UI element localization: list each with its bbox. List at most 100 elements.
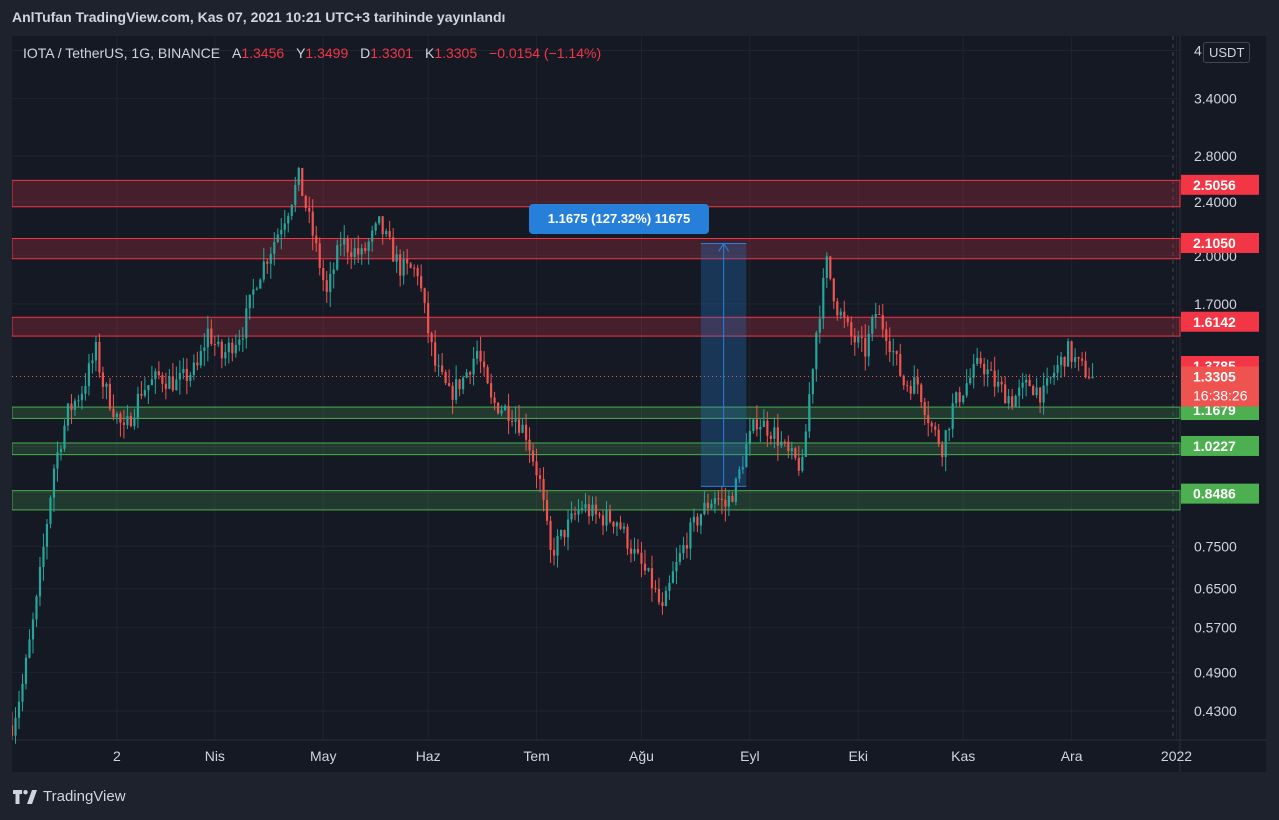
candle-body [622,526,626,529]
candle-body [577,509,580,515]
candle-body [874,313,877,318]
candle [161,372,164,393]
candle [766,411,769,448]
resistance-zone [12,316,1181,337]
candle [119,411,122,437]
candle [535,448,538,489]
candle [1032,384,1035,396]
candle [930,420,933,433]
candle-body [556,536,559,556]
candle [399,249,402,287]
candle [503,404,507,411]
time-tick-label: Kas [951,748,975,764]
candle-body [808,394,811,432]
price-chart[interactable]: 43.40002.80002.40002.00001.70001.05000.9… [12,36,1266,772]
candle-body [98,342,101,373]
candle-body [199,351,202,366]
price-tick-label: 0.4300 [1194,703,1237,719]
candle-body [664,590,668,607]
candle-body [892,351,895,353]
candle-body [192,362,195,376]
candle [357,235,360,264]
candle-body [738,469,741,479]
candle [976,347,979,367]
candle-body [252,289,255,295]
candle [108,377,112,412]
candle [287,212,290,233]
candle-body [297,167,300,186]
candle-body [315,235,318,244]
candle-body [203,347,206,352]
candle [703,490,706,516]
candle-body [545,499,549,521]
candle [294,176,297,213]
candle-body [608,510,612,522]
time-tick-label: Haz [416,748,441,764]
candle-body [378,216,381,224]
candle-body [406,259,409,264]
candle [720,485,723,515]
candle [136,386,139,429]
candle-body [122,422,126,425]
candle [70,394,73,424]
candle [1014,394,1017,408]
candle [839,308,842,320]
candle-body [255,288,258,290]
currency-button[interactable]: USDT [1203,42,1251,63]
candle-body [528,439,531,451]
candle [724,487,727,522]
candle-body [1025,379,1028,383]
candle-body [287,215,290,224]
candle [668,575,671,601]
candle-body [220,341,223,359]
candle [42,533,45,581]
candle [189,371,192,387]
candle-body [80,393,84,401]
candle [591,496,594,521]
candle [192,354,195,381]
candle [934,422,937,437]
candle-body [248,294,251,309]
candle-body [77,400,80,402]
candle-body [612,521,615,527]
candle-body [21,683,24,702]
candle-body [112,408,115,417]
candle-body [909,386,912,394]
candle-body [280,229,283,235]
candle-body [49,497,52,524]
candle [262,247,265,283]
candle-body [1007,396,1010,404]
candle-body [601,515,605,526]
candle-body [825,256,828,278]
candle-body [329,273,332,292]
tradingview-brand[interactable]: TradingView [13,788,126,805]
candle-body [916,377,919,385]
candle [864,323,867,371]
candle [913,365,916,395]
candle-body [129,416,132,427]
candle-body [766,420,769,436]
candle [423,287,426,314]
candle-body [395,254,398,262]
candle-body [724,499,727,507]
candle [626,523,629,556]
candle-body [1021,382,1024,388]
candle [559,529,563,540]
candle [524,413,528,452]
candle [420,264,423,292]
candle [685,532,689,559]
candle-body [1011,396,1014,408]
candle [738,466,741,483]
candle [1070,340,1073,369]
candle [203,333,206,367]
candle [979,351,982,368]
chart-pane[interactable]: 43.40002.80002.40002.00001.70001.05000.9… [12,36,1266,772]
candle [647,567,650,573]
candle-body [549,520,552,550]
candle-body [671,571,675,583]
candle-body [486,367,489,384]
candle-body [476,350,479,359]
candle-body [311,211,314,236]
candle-body [507,405,510,421]
candle [500,405,503,417]
